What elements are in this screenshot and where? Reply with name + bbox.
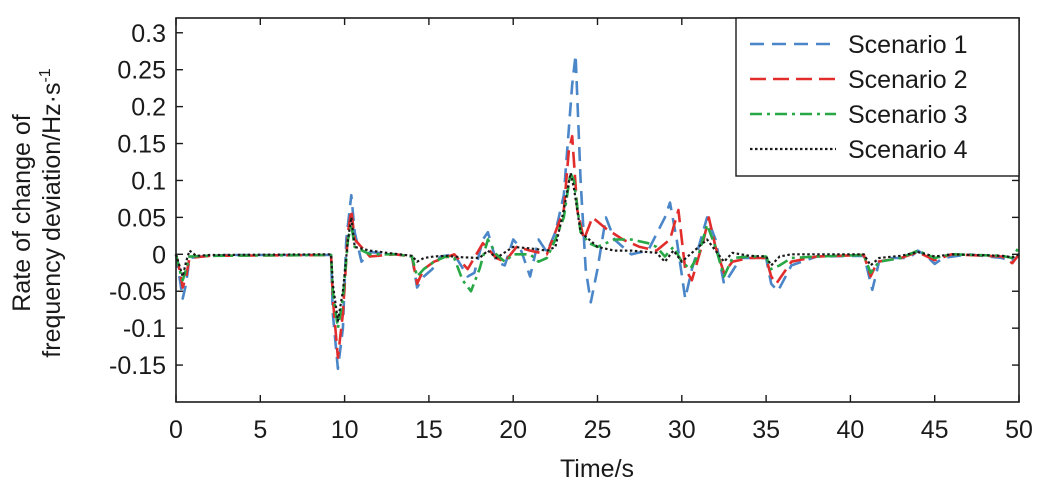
x-tick-label: 0 <box>169 416 183 444</box>
plot-frame <box>175 17 1020 403</box>
x-tick-label: 10 <box>331 416 359 444</box>
y-axis-label-line2-main: frequency deviation/Hz·s <box>38 83 66 358</box>
y-tick-label: -0.1 <box>123 315 166 343</box>
y-axis-label-line1: Rate of change of <box>8 114 36 311</box>
x-tick-label: 20 <box>499 416 527 444</box>
legend: Scenario 1 Scenario 2 Scenario 3 Scenario 4 <box>735 17 1020 177</box>
series-layer <box>174 53 1021 371</box>
legend-label-scenario-2: Scenario 2 <box>848 66 968 94</box>
x-tick-label: 25 <box>584 416 612 444</box>
y-tick-label: 0.15 <box>117 131 166 159</box>
y-tick-label: -0.15 <box>109 352 166 380</box>
x-tick-label: 15 <box>415 416 443 444</box>
legend-label-scenario-4: Scenario 4 <box>848 136 968 164</box>
y-tick-label: 0.2 <box>131 94 166 122</box>
x-tick-label: 45 <box>921 416 949 444</box>
y-tick-label: 0.25 <box>117 57 166 85</box>
y-tick-label: 0.05 <box>117 204 166 232</box>
x-tick-label: 30 <box>668 416 696 444</box>
ticks-layer: 0 5 10 15 20 25 30 35 40 45 50 -0.15 -0.1 -0.05 0 0.05 0… <box>109 18 1033 444</box>
y-tick-label: -0.05 <box>109 278 166 306</box>
x-tick-label: 50 <box>1005 416 1033 444</box>
y-tick-label: 0.3 <box>131 20 166 48</box>
x-tick-label: 5 <box>253 416 267 444</box>
y-axis-label-superscript: -1 <box>37 68 54 82</box>
x-tick-label: 40 <box>836 416 864 444</box>
legend-label-scenario-3: Scenario 3 <box>848 101 968 129</box>
y-axis-label-line2: frequency deviation/Hz·s-1 <box>37 68 66 357</box>
x-axis-label: Time/s <box>560 455 634 483</box>
y-tick-label: 0.1 <box>131 167 166 195</box>
series-line-scenario-4 <box>174 172 1020 322</box>
y-tick-label: 0 <box>152 241 166 269</box>
legend-label-scenario-1: Scenario 1 <box>848 31 968 59</box>
x-tick-label: 35 <box>752 416 780 444</box>
